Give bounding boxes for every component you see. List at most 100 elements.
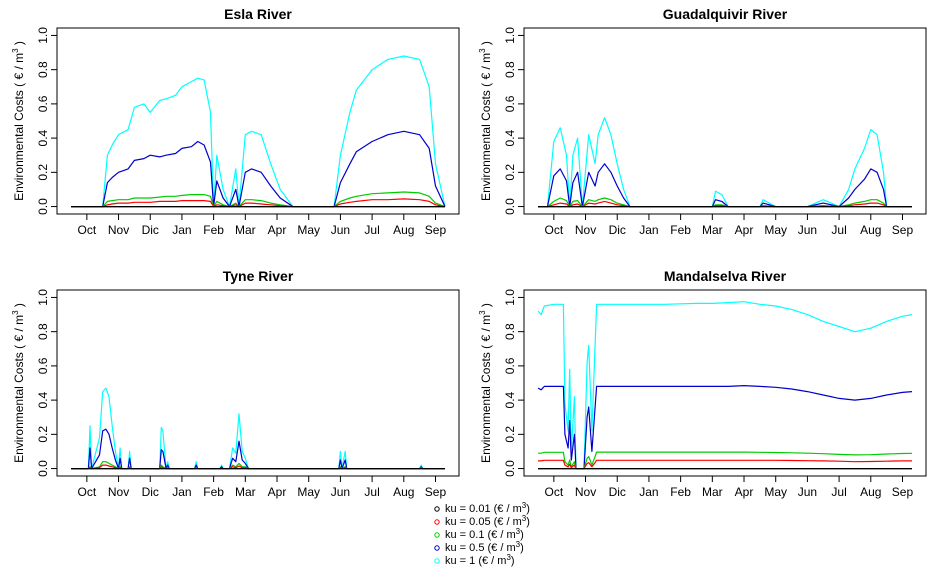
plot-frame [56, 289, 460, 477]
x-tick-label: Aug [860, 485, 881, 499]
y-axis-label: Environmental Costs ( € / m3 ) [478, 41, 493, 201]
y-tick-label: 0.4 [503, 391, 517, 408]
x-tick-label: Aug [860, 223, 881, 237]
series-line [71, 198, 446, 208]
x-tick-label: Apr [268, 223, 287, 237]
x-tick-label: Dic [142, 485, 159, 499]
x-tick-label: May [764, 223, 787, 237]
y-tick-label: 0.0 [503, 198, 517, 215]
series-line [538, 451, 913, 470]
legend-label: ku = 0.5 (€ / m3) [445, 540, 524, 554]
legend-marker [434, 532, 440, 538]
x-tick-label: Dic [609, 223, 626, 237]
x-tick-label: Oct [545, 223, 564, 237]
x-tick-label: Mar [702, 223, 723, 237]
chart-title: Esla River [224, 6, 292, 22]
x-tick-label: Oct [545, 485, 564, 499]
x-tick-label: Nov [575, 223, 596, 237]
legend-marker [434, 545, 440, 551]
panel-2: Tyne River 0.0 0.2 0.4 0.6 0.8 1.0 Environmenta… [11, 268, 460, 499]
series-line [71, 191, 446, 208]
x-tick-label: Dic [142, 223, 159, 237]
y-tick-label: 0.0 [36, 460, 50, 477]
y-tick-label: 0.0 [36, 198, 50, 215]
series-line [71, 130, 446, 208]
x-tick-label: Sep [892, 223, 914, 237]
plot-frame [56, 27, 460, 215]
y-tick-label: 0.4 [503, 129, 517, 146]
x-tick-label: Jun [331, 223, 350, 237]
y-tick-label: 0.6 [503, 357, 517, 374]
legend-marker [434, 519, 440, 525]
y-tick-label: 0.2 [503, 426, 517, 443]
series-line [71, 461, 445, 470]
x-tick-label: Apr [268, 485, 287, 499]
legend-label: ku = 0.01 (€ / m3) [445, 501, 530, 515]
y-axis-label: Environmental Costs ( € / m3 ) [11, 41, 26, 201]
y-tick-label: 0.2 [36, 164, 50, 181]
series-line [537, 301, 913, 470]
y-tick-label: 1.0 [36, 27, 50, 44]
y-tick-label: 0.2 [36, 426, 50, 443]
legend-marker [434, 558, 440, 564]
plot-frame [523, 27, 927, 215]
chart-title: Tyne River [223, 268, 294, 284]
y-tick-label: 0.2 [503, 164, 517, 181]
series-line [538, 116, 912, 208]
x-tick-label: Aug [393, 485, 414, 499]
y-tick-label: 0.0 [503, 460, 517, 477]
y-tick-label: 0.8 [36, 323, 50, 340]
x-tick-label: May [297, 485, 320, 499]
series-line [538, 459, 912, 470]
x-tick-label: Feb [670, 485, 691, 499]
x-tick-label: May [764, 485, 787, 499]
plot-frame [523, 289, 927, 477]
series-line [71, 428, 445, 470]
x-tick-label: Jan [172, 485, 191, 499]
x-tick-label: Jun [798, 485, 817, 499]
x-tick-label: Mar [702, 485, 723, 499]
x-tick-label: Sep [425, 485, 447, 499]
series-line [71, 55, 446, 208]
y-tick-label: 0.4 [36, 129, 50, 146]
x-tick-label: Sep [425, 223, 447, 237]
y-tick-label: 0.4 [36, 391, 50, 408]
y-tick-label: 1.0 [503, 27, 517, 44]
y-tick-label: 0.8 [503, 61, 517, 78]
x-tick-label: Feb [670, 223, 691, 237]
y-tick-label: 0.6 [36, 95, 50, 112]
x-tick-label: Oct [78, 485, 97, 499]
x-tick-label: Sep [892, 485, 914, 499]
x-tick-label: Nov [108, 485, 129, 499]
chart-title: Mandalselva River [664, 268, 787, 284]
panel-1: Guadalquivir River 0.0 0.2 0.4 0.6 0.8 1.0 Envi… [478, 6, 927, 237]
y-tick-label: 1.0 [36, 289, 50, 306]
x-tick-label: Jan [639, 485, 658, 499]
x-tick-label: Apr [735, 223, 754, 237]
x-tick-label: Aug [393, 223, 414, 237]
series-line [71, 387, 445, 470]
y-tick-label: 0.6 [36, 357, 50, 374]
x-tick-label: Jun [798, 223, 817, 237]
y-tick-label: 0.8 [503, 323, 517, 340]
y-tick-label: 0.8 [36, 61, 50, 78]
x-tick-label: May [297, 223, 320, 237]
x-tick-label: Jan [172, 223, 191, 237]
x-tick-label: Mar [235, 223, 256, 237]
series-line [537, 385, 913, 470]
legend-label: ku = 1 (€ / m3) [445, 553, 515, 567]
y-tick-label: 1.0 [503, 289, 517, 306]
y-axis-label: Environmental Costs ( € / m3 ) [11, 303, 26, 463]
legend-label: ku = 0.05 (€ / m3) [445, 514, 530, 528]
y-axis-label: Environmental Costs ( € / m3 ) [478, 303, 493, 463]
legend: ku = 0.01 (€ / m3)ku = 0.05 (€ / m3) ku =… [434, 501, 530, 567]
x-tick-label: Oct [78, 223, 97, 237]
x-tick-label: Apr [735, 485, 754, 499]
chart-title: Guadalquivir River [663, 6, 788, 22]
panel-3: Mandalselva River 0.0 0.2 0.4 0.6 0.8 1.0 Envir… [478, 268, 927, 499]
y-tick-label: 0.6 [503, 95, 517, 112]
panel-0: Esla River 0.0 0.2 0.4 0.6 0.8 1.0 Environmenta… [11, 6, 460, 237]
x-tick-label: Feb [203, 485, 224, 499]
x-tick-label: Jul [364, 223, 379, 237]
